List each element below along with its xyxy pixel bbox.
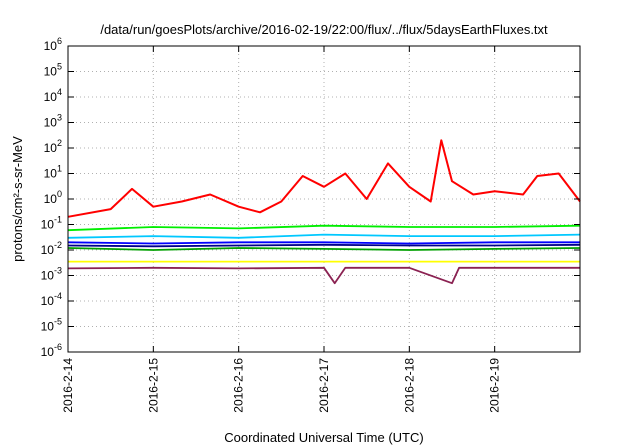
y-tick-label: 10-2	[41, 240, 62, 257]
series-line-8	[67, 266, 580, 285]
y-axis-ticks: 10-6 10-5 10-4 10-3 10-2 10-1 100 101 102 103 104 1…	[41, 36, 580, 359]
series-line-6	[67, 243, 581, 248]
y-tick-label: 104	[44, 87, 62, 104]
x-tick-label: 2016-2-16	[232, 358, 246, 413]
y-tick-label: 10-1	[41, 215, 62, 232]
x-tick-label: 2016-2-19	[488, 358, 502, 413]
grid	[68, 46, 580, 352]
series-line-1	[67, 139, 581, 218]
series-layer	[67, 139, 581, 285]
x-tick-label: 2016-2-14	[61, 358, 75, 413]
y-tick-label: 101	[44, 164, 62, 181]
y-axis-label: protons/cm²-s-sr-MeV	[10, 136, 25, 262]
series-line-4	[67, 241, 580, 245]
y-tick-label: 105	[44, 62, 62, 79]
y-tick-label: 103	[44, 113, 62, 130]
y-tick-label: 10-6	[41, 342, 62, 359]
series-line-3	[67, 233, 581, 239]
y-tick-label: 106	[44, 36, 62, 53]
y-tick-label: 10-4	[41, 291, 62, 308]
x-tick-label: 2016-2-18	[402, 358, 416, 413]
y-tick-label: 10-3	[41, 266, 62, 283]
x-tick-label: 2016-2-17	[317, 358, 331, 413]
y-tick-label: 100	[44, 189, 62, 206]
x-axis-label: Coordinated Universal Time (UTC)	[224, 430, 423, 445]
chart-title: /data/run/goesPlots/archive/2016-02-19/2…	[100, 22, 548, 37]
series-line-5	[67, 247, 581, 251]
x-tick-label: 2016-2-15	[146, 358, 160, 413]
y-tick-label: 10-5	[41, 317, 62, 334]
series-line-2	[67, 224, 581, 232]
y-tick-label: 102	[44, 138, 62, 155]
x-axis-ticks: 2016-2-14 2016-2-15 2016-2-16 2016-2-17 2016…	[61, 46, 502, 413]
